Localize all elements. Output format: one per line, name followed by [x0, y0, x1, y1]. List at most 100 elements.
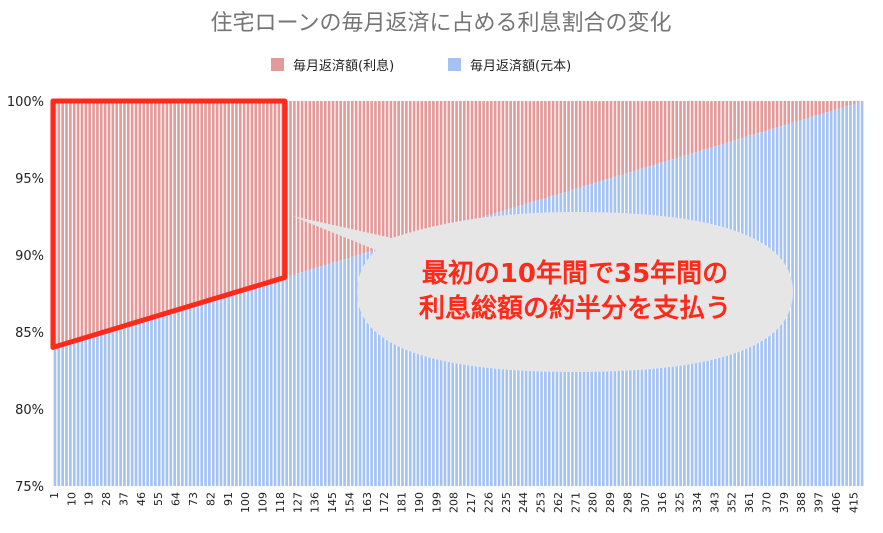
bar-principal: [845, 106, 848, 486]
bar-interest: [385, 101, 389, 247]
bar-principal: [231, 293, 234, 486]
x-tick-label: 199: [430, 492, 443, 513]
bar-principal: [853, 103, 856, 486]
x-tick-label: 127: [291, 492, 304, 513]
bar-interest: [536, 101, 539, 201]
bar-interest: [165, 101, 169, 314]
bar-principal: [837, 108, 841, 486]
bar-principal: [312, 268, 316, 486]
bar-interest: [748, 101, 752, 136]
x-tick-label: 217: [465, 492, 478, 513]
bar-interest: [652, 101, 655, 166]
bar-interest: [493, 101, 497, 214]
legend-label-interest: 毎月返済額(利息): [293, 58, 394, 74]
bar-principal: [428, 233, 431, 486]
bar-interest: [586, 101, 590, 186]
bar-interest: [540, 101, 543, 200]
y-tick-label: 95%: [15, 172, 44, 187]
bar-interest: [92, 101, 95, 336]
callout-line-1: 最初の10年間で35年間の: [422, 258, 728, 289]
x-tick-label: 190: [413, 492, 426, 513]
bar-interest: [648, 101, 651, 167]
bar-interest: [393, 101, 397, 244]
bar-interest: [235, 101, 238, 293]
bar-principal: [130, 323, 134, 486]
bar-interest: [289, 101, 292, 276]
bar-interest: [211, 101, 215, 300]
bar-principal: [161, 314, 165, 486]
bar-principal: [142, 320, 146, 486]
x-tick-label: 154: [343, 492, 356, 513]
bar-interest: [142, 101, 146, 321]
bar-interest: [825, 101, 829, 113]
bar-interest: [694, 101, 698, 153]
x-tick-label: 55: [152, 492, 165, 506]
bar-interest: [459, 101, 462, 224]
bar-interest: [246, 101, 250, 289]
bar-principal: [405, 240, 408, 486]
bar-principal: [177, 309, 180, 486]
bar-interest: [462, 101, 466, 223]
y-tick-label: 85%: [15, 326, 44, 341]
bar-interest: [509, 101, 512, 209]
bar-interest: [188, 101, 192, 307]
bar-interest: [339, 101, 343, 261]
bar-principal: [798, 120, 802, 487]
bar-interest: [547, 101, 551, 197]
bar-interest: [822, 101, 825, 114]
bar-interest: [744, 101, 748, 137]
bar-interest: [134, 101, 138, 323]
chart-title: 住宅ローンの毎月返済に占める利息割合の変化: [211, 11, 672, 36]
x-tick-label: 343: [708, 492, 721, 513]
bar-interest: [250, 101, 254, 288]
bar-interest: [242, 101, 246, 290]
bar-interest: [663, 101, 667, 162]
bar-principal: [293, 274, 296, 486]
bar-principal: [192, 305, 196, 486]
bar-principal: [227, 294, 231, 486]
bar-interest: [733, 101, 736, 141]
bar-interest: [605, 101, 609, 180]
bar-principal: [327, 263, 331, 486]
bar-interest: [65, 101, 68, 344]
bar-principal: [154, 316, 157, 486]
bar-interest: [741, 101, 744, 139]
bar-interest: [486, 101, 489, 216]
x-tick-label: 226: [482, 492, 495, 513]
bar-interest: [208, 101, 211, 301]
bar-principal: [57, 346, 61, 486]
bar-principal: [366, 252, 370, 486]
bar-principal: [111, 329, 115, 486]
bar-interest: [563, 101, 567, 193]
bar-principal: [389, 245, 393, 486]
bar-principal: [316, 267, 319, 486]
bar-principal: [72, 341, 76, 486]
bar-principal: [296, 273, 300, 486]
bar-principal: [61, 345, 64, 486]
bar-principal: [123, 326, 126, 486]
bar-interest: [629, 101, 632, 173]
bar-interest: [378, 101, 381, 249]
bar-interest: [617, 101, 621, 176]
bar-interest: [752, 101, 756, 135]
bar-interest: [482, 101, 485, 217]
x-tick-label: 415: [847, 492, 860, 513]
callout-line-2: 利息総額の約半分を支払う: [419, 293, 731, 324]
x-tick-label: 10: [65, 492, 78, 506]
x-tick-label: 19: [83, 492, 96, 506]
bar-interest: [451, 101, 455, 227]
bar-interest: [146, 101, 149, 320]
bar-interest: [702, 101, 706, 150]
legend: 毎月返済額(利息) 毎月返済額(元本): [271, 58, 571, 74]
bar-interest: [173, 101, 176, 311]
bar-principal: [246, 288, 250, 486]
bar-interest: [408, 101, 412, 240]
bar-interest: [432, 101, 435, 233]
bar-interest: [768, 101, 771, 130]
bar-principal: [802, 119, 806, 486]
bar-interest: [200, 101, 204, 303]
bar-interest: [613, 101, 617, 177]
bar-interest: [335, 101, 339, 262]
bar-interest: [837, 101, 841, 109]
